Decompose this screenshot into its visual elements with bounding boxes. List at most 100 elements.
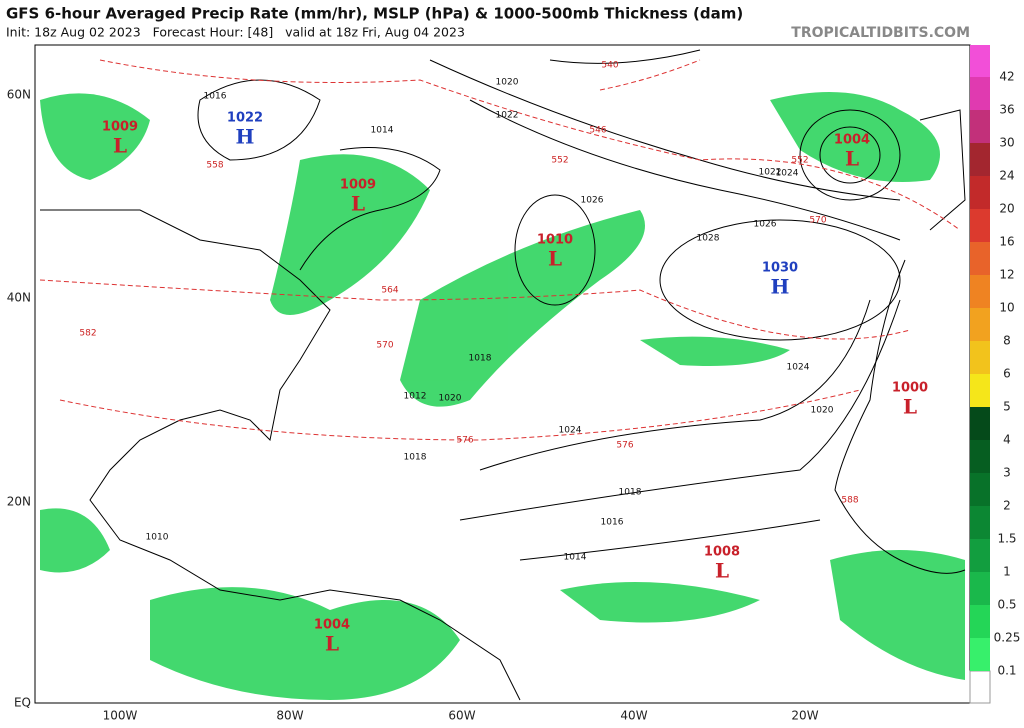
colorbar-label: 36 xyxy=(999,103,1014,117)
center-letter: L xyxy=(715,559,729,583)
isobar-label: 1014 xyxy=(371,126,394,136)
colorbar-label: 24 xyxy=(999,169,1014,183)
center-value: 1004 xyxy=(314,618,350,633)
colorbar-label: 4 xyxy=(1003,433,1011,447)
colorbar-cell xyxy=(970,77,990,110)
isobar-label: 1018 xyxy=(619,488,642,498)
isobar-label: 1020 xyxy=(496,78,519,88)
thickness-lines xyxy=(39,59,961,441)
isobar-label: 1014 xyxy=(564,553,587,563)
isobar-label: 1024 xyxy=(776,169,799,179)
thickness-label: 540 xyxy=(601,61,618,71)
center-value: 1010 xyxy=(537,233,573,248)
isobar-label: 1024 xyxy=(787,363,810,373)
colorbar-label: 0.25 xyxy=(994,631,1021,645)
lat-label: 40N xyxy=(7,291,31,305)
colorbar-cell xyxy=(970,539,990,572)
colorbar-bottom xyxy=(969,670,991,704)
colorbar-cell xyxy=(970,572,990,605)
center-letter: H xyxy=(771,275,790,299)
lon-label: 80W xyxy=(276,709,303,723)
thickness-label: 552 xyxy=(551,156,568,166)
colorbar-label: 16 xyxy=(999,235,1014,249)
isobar-label: 1022 xyxy=(759,168,782,178)
center-letter: L xyxy=(113,134,127,158)
center-letter: L xyxy=(351,192,365,216)
colorbar-cell xyxy=(970,638,990,671)
isobar-label: 1012 xyxy=(404,392,427,402)
isobar-label: 1016 xyxy=(601,518,624,528)
isobar-label: 1028 xyxy=(697,234,720,244)
isobar-label: 1016 xyxy=(204,92,227,102)
lat-label: 20N xyxy=(7,495,31,509)
center-value: 1004 xyxy=(834,133,870,148)
thickness-label: 576 xyxy=(616,441,633,451)
colorbar-label: 5 xyxy=(1003,400,1011,414)
lon-label: 100W xyxy=(103,709,138,723)
colorbar-cell xyxy=(970,506,990,539)
center-letter: H xyxy=(236,125,255,149)
colorbar-label: 2 xyxy=(1003,499,1011,513)
center-letter: L xyxy=(903,395,917,419)
lon-label: 60W xyxy=(448,709,475,723)
colorbar-label: 1.5 xyxy=(997,532,1016,546)
colorbar-cell xyxy=(970,308,990,341)
lat-label: 60N xyxy=(7,88,31,102)
thickness-label: 546 xyxy=(589,126,606,136)
colorbar-label: 6 xyxy=(1003,367,1011,381)
thickness-label: 552 xyxy=(791,156,808,166)
colorbar-label: 12 xyxy=(999,268,1014,282)
thickness-label: 558 xyxy=(206,161,223,171)
center-value: 1022 xyxy=(227,111,263,126)
colorbar-label: 0.1 xyxy=(997,664,1016,678)
colorbar-cell xyxy=(970,143,990,176)
lon-label: 20W xyxy=(791,709,818,723)
subtitle: Init: 18z Aug 02 2023 Forecast Hour: [48… xyxy=(6,25,465,40)
thickness-label: 570 xyxy=(376,341,393,351)
colorbar-label: 3 xyxy=(1003,466,1011,480)
colorbar-label: 0.5 xyxy=(997,598,1016,612)
isobar-label: 1018 xyxy=(404,453,427,463)
isobar-label: 1018 xyxy=(469,354,492,364)
colorbar-cell xyxy=(970,374,990,407)
colorbar-label: 8 xyxy=(1003,334,1011,348)
isobar-label: 1020 xyxy=(439,394,462,404)
colorbar-cell xyxy=(970,242,990,275)
isobar-label: 1024 xyxy=(559,426,582,436)
precip xyxy=(40,92,965,700)
title: GFS 6-hour Averaged Precip Rate (mm/hr),… xyxy=(6,5,743,23)
colorbar-cell xyxy=(970,440,990,473)
colorbar-cell xyxy=(970,209,990,242)
colorbar-cell xyxy=(970,110,990,143)
colorbar-label: 10 xyxy=(999,301,1014,315)
isobar-label: 1026 xyxy=(581,196,604,206)
lon-label: 40W xyxy=(620,709,647,723)
thickness-label: 582 xyxy=(79,329,96,339)
site-name: TROPICALTIDBITS.COM xyxy=(791,25,970,41)
center-value: 1008 xyxy=(704,545,740,560)
isobar-label: 1020 xyxy=(811,406,834,416)
colorbar-label: 20 xyxy=(999,202,1014,216)
thickness-label: 576 xyxy=(456,436,473,446)
colorbar-cell xyxy=(970,473,990,506)
coastlines xyxy=(40,49,966,701)
isobar-label: 1010 xyxy=(146,533,169,543)
colorbar-cell xyxy=(970,605,990,638)
colorbar-label: 30 xyxy=(999,136,1014,150)
colorbar-cell xyxy=(970,341,990,374)
center-value: 1009 xyxy=(340,178,376,193)
center-letter: L xyxy=(845,147,859,171)
colorbar-cell xyxy=(970,407,990,440)
isobar-label: 1026 xyxy=(754,220,777,230)
colorbar-label: 1 xyxy=(1003,565,1011,579)
colorbar-label: 42 xyxy=(999,70,1014,84)
colorbar-cell xyxy=(970,176,990,209)
center-value: 1000 xyxy=(892,381,928,396)
center-value: 1030 xyxy=(762,261,798,276)
center-value: 1009 xyxy=(102,120,138,135)
center-letter: L xyxy=(325,632,339,656)
colorbar-cell xyxy=(970,45,990,77)
lat-label: EQ xyxy=(14,696,31,710)
colorbar-cell xyxy=(970,275,990,308)
